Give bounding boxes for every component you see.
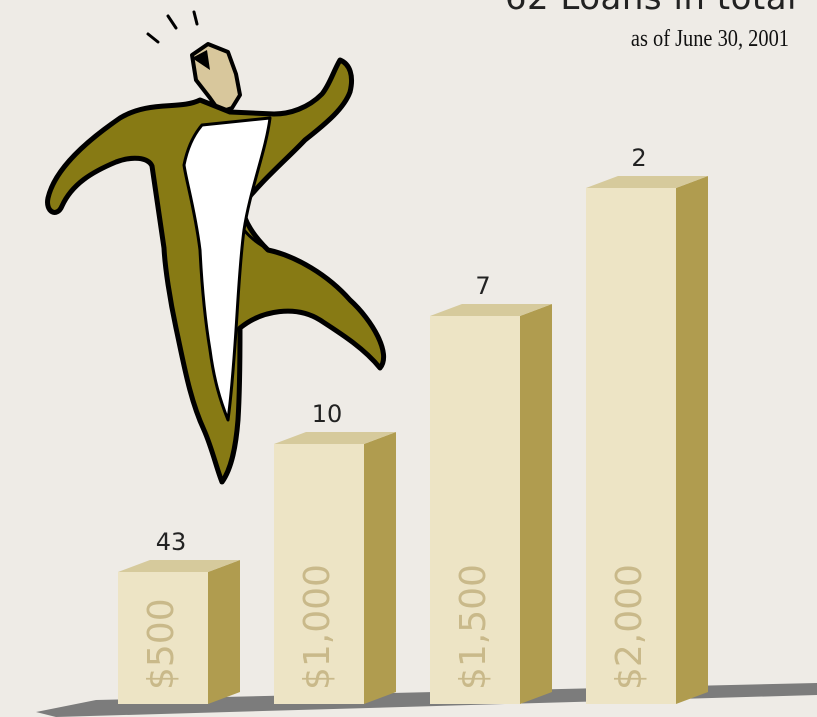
bar-value-label: 10 xyxy=(312,400,343,428)
chart-title: 62 Loans in total xyxy=(505,0,797,18)
bar-2: 10 $1,000 xyxy=(274,400,396,704)
bar-top xyxy=(586,176,708,188)
bar-top xyxy=(118,560,240,572)
bar-3: 7 $1,500 xyxy=(430,272,552,704)
bar-side xyxy=(676,176,708,704)
chart-subtitle: as of June 30, 2001 xyxy=(630,26,789,52)
bar-1: 43 $500 xyxy=(118,528,240,704)
bars-group: 43 $500 10 $1,000 7 $1,500 2 $2,000 xyxy=(118,144,708,704)
bar-top xyxy=(430,304,552,316)
bar-category-label: $1,000 xyxy=(297,564,338,690)
bar-front xyxy=(430,316,520,704)
bar-4: 2 $2,000 xyxy=(586,144,708,704)
bar-front xyxy=(274,444,364,704)
bar-front xyxy=(586,188,676,704)
bar-front xyxy=(118,572,208,704)
bar-value-label: 2 xyxy=(631,144,646,172)
bar-side xyxy=(520,304,552,704)
bar-value-label: 7 xyxy=(475,272,490,300)
jumping-man-icon xyxy=(45,10,387,485)
bar-top xyxy=(274,432,396,444)
bar-side xyxy=(364,432,396,704)
bar-category-label: $1,500 xyxy=(453,564,494,690)
bar-side xyxy=(208,560,240,704)
bar-value-label: 43 xyxy=(156,528,187,556)
bar-category-label: $500 xyxy=(141,598,182,690)
bar-category-label: $2,000 xyxy=(609,564,650,690)
